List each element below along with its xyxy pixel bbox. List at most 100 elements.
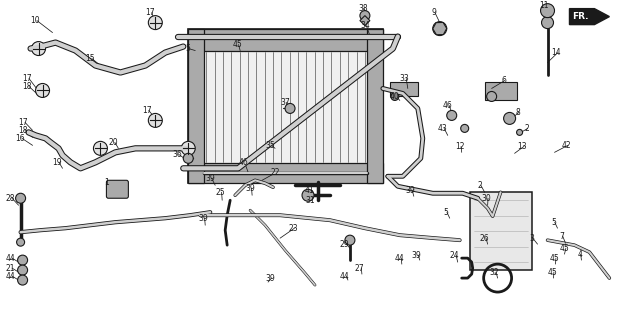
Circle shape — [16, 193, 26, 203]
Circle shape — [360, 11, 370, 20]
Text: 32: 32 — [490, 268, 499, 276]
Circle shape — [36, 84, 50, 98]
Text: 39: 39 — [198, 214, 208, 223]
Text: 29: 29 — [340, 240, 350, 249]
Bar — [470, 192, 531, 270]
Text: 34: 34 — [360, 21, 370, 30]
Text: 16: 16 — [16, 134, 25, 143]
Text: 17: 17 — [145, 8, 155, 17]
Text: 36: 36 — [172, 150, 182, 159]
Text: 21: 21 — [6, 264, 15, 273]
Text: 22: 22 — [270, 168, 279, 177]
Text: 44: 44 — [340, 272, 350, 281]
Text: 15: 15 — [85, 54, 95, 63]
Circle shape — [148, 113, 162, 127]
Text: 2: 2 — [524, 124, 529, 133]
Text: 17: 17 — [143, 106, 152, 115]
Text: 9: 9 — [432, 8, 436, 17]
Bar — [188, 28, 204, 183]
Bar — [188, 28, 383, 183]
Bar — [390, 83, 418, 96]
Text: 39: 39 — [406, 186, 416, 195]
Text: 19: 19 — [53, 158, 62, 167]
Circle shape — [391, 92, 399, 100]
Text: 6: 6 — [502, 76, 507, 85]
Circle shape — [433, 22, 447, 36]
Text: 39: 39 — [412, 251, 421, 260]
Text: 25: 25 — [215, 188, 225, 197]
Text: 42: 42 — [561, 141, 571, 150]
Circle shape — [148, 16, 162, 29]
Text: 46: 46 — [238, 158, 248, 167]
Text: 35: 35 — [265, 141, 275, 150]
Text: 11: 11 — [539, 1, 549, 10]
Text: 4: 4 — [578, 250, 582, 259]
Text: 33: 33 — [400, 74, 409, 83]
Text: 44: 44 — [6, 254, 15, 263]
Text: 45: 45 — [232, 40, 242, 49]
Circle shape — [461, 124, 468, 132]
Text: FR.: FR. — [573, 12, 589, 21]
Text: 37: 37 — [280, 98, 290, 107]
Text: 5: 5 — [551, 218, 556, 227]
Circle shape — [541, 4, 555, 18]
Text: 41: 41 — [305, 186, 315, 195]
Text: 40: 40 — [390, 92, 399, 101]
Text: 17: 17 — [19, 118, 28, 127]
Circle shape — [181, 141, 195, 155]
Text: 13: 13 — [517, 142, 528, 151]
Circle shape — [94, 141, 107, 155]
Text: 26: 26 — [480, 234, 489, 243]
Text: 30: 30 — [482, 194, 491, 203]
Text: 23: 23 — [288, 224, 298, 233]
Text: 1: 1 — [104, 178, 109, 187]
Circle shape — [345, 235, 355, 245]
Text: 5: 5 — [185, 44, 190, 53]
Circle shape — [18, 265, 28, 275]
Circle shape — [302, 189, 314, 201]
Text: 3: 3 — [529, 234, 534, 243]
Text: 45: 45 — [548, 268, 557, 276]
Text: 44: 44 — [395, 254, 404, 263]
Bar — [367, 28, 383, 183]
Text: 39: 39 — [205, 174, 215, 183]
Text: 20: 20 — [109, 138, 118, 147]
Text: 44: 44 — [6, 272, 15, 281]
Circle shape — [31, 42, 46, 56]
Text: 31: 31 — [305, 196, 315, 205]
Circle shape — [183, 153, 193, 163]
Text: 18: 18 — [19, 126, 28, 135]
Circle shape — [517, 129, 522, 135]
Text: 17: 17 — [23, 74, 32, 83]
Circle shape — [541, 17, 553, 28]
Bar — [188, 28, 383, 51]
Bar — [188, 163, 383, 183]
Circle shape — [504, 112, 516, 124]
Text: 45: 45 — [550, 254, 560, 263]
Text: 14: 14 — [551, 48, 561, 57]
Text: 39: 39 — [245, 184, 255, 193]
Polygon shape — [570, 9, 609, 25]
Circle shape — [18, 275, 28, 285]
Text: 10: 10 — [31, 16, 40, 25]
Bar — [485, 83, 517, 100]
Text: 8: 8 — [516, 108, 521, 117]
Text: 43: 43 — [438, 124, 448, 133]
Text: 39: 39 — [265, 274, 275, 283]
FancyBboxPatch shape — [106, 180, 128, 198]
Text: 5: 5 — [444, 208, 448, 217]
Circle shape — [16, 238, 24, 246]
Text: 7: 7 — [560, 232, 565, 241]
Text: 12: 12 — [455, 142, 464, 151]
Text: 38: 38 — [358, 4, 367, 13]
Circle shape — [447, 110, 457, 120]
Text: 18: 18 — [23, 82, 32, 91]
Text: 45: 45 — [560, 244, 569, 253]
Circle shape — [18, 255, 28, 265]
Text: 27: 27 — [355, 264, 364, 273]
Circle shape — [285, 103, 295, 113]
Text: 2: 2 — [478, 181, 482, 190]
Text: 46: 46 — [443, 101, 453, 110]
Text: 28: 28 — [6, 194, 15, 203]
Text: 24: 24 — [450, 251, 459, 260]
